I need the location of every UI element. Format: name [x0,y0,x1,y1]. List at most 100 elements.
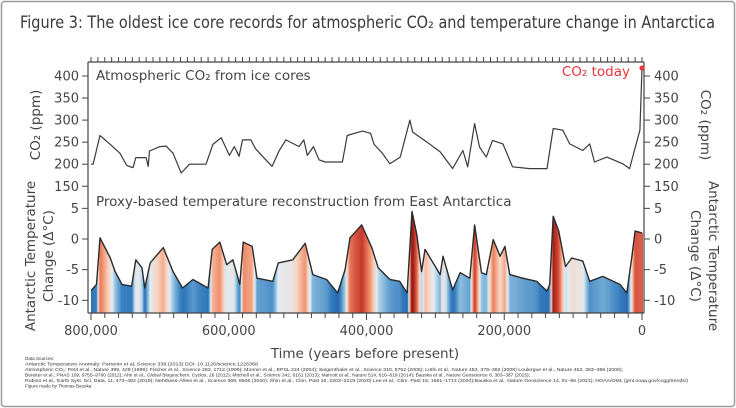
temperature-bar [429,258,432,313]
temperature-bar [588,280,591,313]
temperature-bar [228,262,230,313]
temperature-bar [492,240,495,313]
temperature-bar [504,246,506,313]
temp-right-axis-label-line2: Change (Δ°C) [687,210,703,302]
temperature-bar [209,267,212,313]
temperature-bar [305,248,308,313]
temperature-bar [626,292,628,313]
temperature-bar [142,276,144,313]
temperature-bar [595,279,597,313]
temperature-bar [596,278,598,313]
co2-right-tick-label: 250 [654,136,679,151]
temperature-bar [318,276,320,313]
co2-left-tick-label: 200 [54,158,79,173]
temperature-bar [240,265,243,313]
temperature-bar [545,290,547,313]
temperature-bar [139,265,141,313]
temperature-bar [283,261,285,313]
temperature-bar [385,275,387,313]
temperature-bar [608,279,610,313]
temperature-bar [338,287,341,313]
temperature-bar [437,270,439,313]
temperature-bar [514,276,516,313]
temperature-bar [281,262,283,313]
temperature-bar [356,230,358,313]
temperature-bar [92,288,94,313]
temperature-bar [396,280,399,313]
temperature-bar [257,278,259,313]
temperature-bar [630,264,632,313]
temperature-bar [618,284,621,313]
temperature-bar [286,261,288,313]
temperature-bar [553,219,556,313]
temperature-bar [284,261,286,313]
temperature-bar [363,230,366,313]
temperature-bar [150,261,153,313]
temperature-bar [243,242,246,313]
temperature-bar [411,214,413,313]
temperature-bar [535,281,537,313]
temperature-bar [635,231,637,313]
temperature-bar [187,283,189,313]
temperature-bar [109,257,111,313]
temperature-bar [384,274,386,313]
temperature-bar [619,285,622,313]
temperature-bar [598,277,600,313]
temperature-bar [486,270,489,313]
temperature-bar [162,248,164,313]
temperature-bar [623,288,625,313]
temperature-bar [183,286,186,313]
temperature-bar [565,266,567,313]
temperature-bar [634,232,636,313]
temperature-bar [616,283,619,313]
temperature-bar [97,268,99,313]
temperature-bar [487,264,490,313]
temperature-bar [536,281,538,313]
temperature-bar [591,280,593,313]
temperature-bar [555,225,558,313]
temperature-bar [158,253,160,313]
temperature-bar [564,262,566,313]
temperature-bar [347,252,349,313]
temperature-bar [362,228,365,313]
temperature-bar [468,277,470,313]
temperature-bar [131,285,133,313]
temperature-bar [567,263,569,313]
temperature-bar [193,279,195,313]
temperature-bar [239,278,242,313]
temperature-bar [288,260,290,313]
temp-left-tick-label: -5 [66,263,79,278]
temperature-bar [91,289,93,313]
temperature-bar [524,278,527,313]
temperature-bar [404,288,406,313]
temperature-bar [155,256,157,313]
temp-right-tick-label: 5 [654,202,662,217]
temperature-bar [343,274,345,313]
temperature-bar [266,280,268,313]
temperature-bar [447,273,449,313]
data-sources: Data Sources: Antarctic Temperature Anom… [25,356,689,389]
temperature-bar [418,251,420,313]
sources-heading: Data Sources: [25,356,54,361]
temperature-bar [262,279,264,313]
temperature-bar [475,233,477,313]
temperature-bar [132,278,134,313]
temperature-bar [100,239,102,313]
temperature-bar [523,278,526,313]
temp-left-axis-label-line2: Change (Δ°C) [41,210,57,302]
temperature-bar [247,244,249,313]
temperature-bar [276,265,279,313]
temperature-bar [151,260,154,313]
temperature-bar [95,285,97,313]
temp-panel-label: Proxy-based temperature reconstruction f… [96,194,512,210]
temperature-bar [583,265,586,313]
temperature-bar [258,278,260,313]
temperature-bar [278,262,280,313]
temperature-bar [242,242,245,313]
temperature-bar [319,277,321,313]
temperature-bar [532,280,534,313]
temperature-bar [507,263,509,313]
temperature-bar [397,281,400,313]
temperature-bar [259,278,261,313]
temperature-bar [547,288,549,313]
